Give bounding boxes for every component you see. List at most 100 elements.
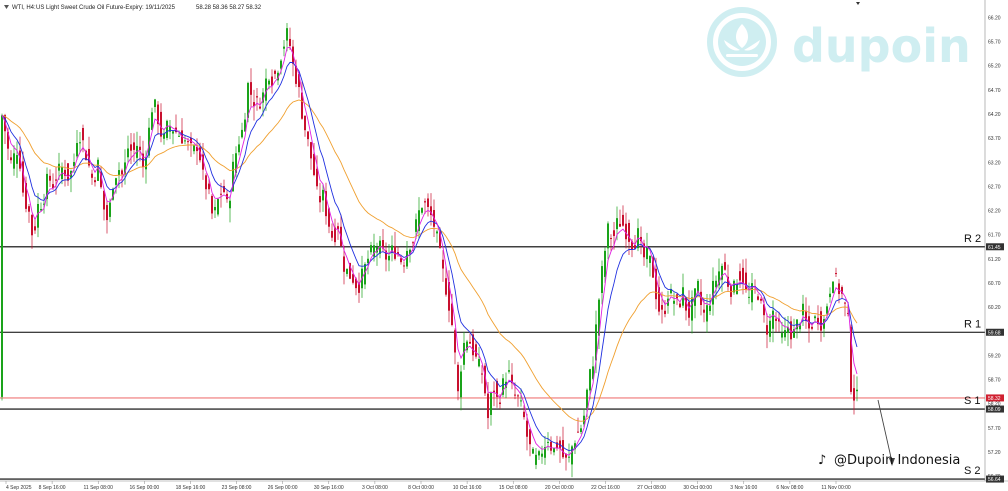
dupoin-logo bbox=[707, 7, 777, 77]
candle bbox=[778, 311, 780, 332]
candle bbox=[469, 333, 471, 344]
candle bbox=[742, 259, 744, 295]
candle-body bbox=[250, 82, 252, 95]
level-price-tag-text: 58.09 bbox=[988, 407, 1001, 413]
candle bbox=[133, 133, 135, 162]
candle bbox=[166, 119, 168, 141]
candle-body bbox=[316, 168, 318, 187]
candle bbox=[316, 155, 318, 190]
level-price-tag-text: 59.68 bbox=[988, 330, 1001, 336]
candle-body bbox=[556, 442, 558, 449]
candle bbox=[67, 163, 69, 186]
candle-body bbox=[415, 219, 417, 232]
candle-body bbox=[739, 271, 741, 281]
candle-body bbox=[580, 428, 582, 433]
candle-body bbox=[679, 303, 681, 308]
candle-body bbox=[325, 191, 327, 217]
candle bbox=[52, 173, 54, 190]
candle-body bbox=[217, 199, 219, 215]
candle-body bbox=[346, 268, 348, 274]
candle-body bbox=[826, 306, 828, 314]
candle bbox=[334, 218, 336, 246]
candle bbox=[265, 68, 267, 111]
y-tick-label: 60.70 bbox=[988, 281, 1001, 287]
candle-body bbox=[382, 240, 384, 249]
candle bbox=[520, 388, 522, 407]
candle bbox=[622, 205, 624, 227]
candle-body bbox=[238, 144, 240, 153]
candle-body bbox=[91, 173, 93, 178]
candle-body bbox=[97, 159, 99, 181]
candle bbox=[445, 266, 447, 297]
scroll-marker-icon[interactable] bbox=[856, 2, 860, 5]
candle-body bbox=[784, 330, 786, 338]
level-price-tag bbox=[986, 328, 1004, 336]
candle-body bbox=[115, 178, 117, 185]
candle bbox=[127, 135, 129, 164]
candle-body bbox=[625, 223, 627, 240]
x-tick-label: 11 Nov 00:00 bbox=[821, 485, 851, 491]
candle-body bbox=[724, 262, 726, 270]
x-tick-label: 15 Oct 08:00 bbox=[499, 485, 528, 491]
candle-body bbox=[718, 271, 720, 286]
candle-body bbox=[631, 241, 633, 250]
candle-body bbox=[586, 389, 588, 408]
candle-body bbox=[760, 298, 762, 301]
candle bbox=[715, 275, 717, 300]
candle bbox=[577, 417, 579, 433]
candle-body bbox=[472, 334, 474, 356]
candle-body bbox=[532, 448, 534, 454]
candle-body bbox=[535, 454, 537, 465]
candlestick-series bbox=[1, 22, 858, 478]
candle-body bbox=[787, 327, 789, 333]
candle-body bbox=[490, 392, 492, 415]
candle-body bbox=[628, 223, 630, 242]
y-axis-ticks: 66.20 65.70 65.20 64.70 64.20 63.70 63.20 62.70… bbox=[988, 15, 1001, 480]
candle-body bbox=[652, 257, 654, 278]
candle bbox=[97, 157, 99, 181]
candle bbox=[115, 177, 117, 194]
y-tick-label: 58.20 bbox=[988, 402, 1001, 408]
price-tags: 61.45 59.68 58.09 56.64 58.32 bbox=[986, 243, 1004, 483]
candle-body bbox=[463, 342, 465, 365]
candle-body bbox=[304, 115, 306, 131]
candle-body bbox=[409, 249, 411, 254]
candle bbox=[562, 426, 564, 459]
candle bbox=[523, 405, 525, 420]
candle-body bbox=[838, 283, 840, 295]
ma-slow-line bbox=[1, 99, 858, 422]
candle bbox=[364, 262, 366, 290]
candle-body bbox=[253, 102, 255, 107]
candle bbox=[325, 182, 327, 225]
candle-body bbox=[601, 266, 603, 293]
candle-body bbox=[55, 179, 57, 181]
candle-body bbox=[220, 193, 222, 195]
candle bbox=[601, 260, 603, 305]
candle bbox=[328, 207, 330, 234]
candle-body bbox=[22, 161, 24, 193]
candle-body bbox=[85, 150, 87, 161]
candle bbox=[646, 232, 648, 268]
candle bbox=[178, 130, 180, 137]
chart-header: WTI, H4: US Light Sweet Crude Oil Future… bbox=[4, 5, 262, 11]
candle-body bbox=[670, 288, 672, 294]
header-ohlc: 58.28 58.36 58.27 58.32 bbox=[196, 5, 262, 11]
support-resistance-levels: R 2 R 1 S 1 S 2 bbox=[0, 233, 985, 480]
candle bbox=[475, 341, 477, 359]
candle bbox=[22, 151, 24, 197]
candle-body bbox=[508, 370, 510, 372]
candle-body bbox=[307, 131, 309, 140]
candle-body bbox=[127, 148, 129, 158]
y-tick-label: 65.20 bbox=[988, 64, 1001, 70]
candle-body bbox=[775, 318, 777, 321]
candle bbox=[25, 176, 27, 213]
candle-body bbox=[736, 283, 738, 295]
candle bbox=[109, 198, 111, 223]
level-price-tag bbox=[986, 475, 1004, 483]
candle bbox=[736, 279, 738, 295]
candle-body bbox=[64, 169, 66, 176]
candle-body bbox=[733, 280, 735, 293]
candle-body bbox=[547, 441, 549, 443]
candle-body bbox=[691, 297, 693, 321]
